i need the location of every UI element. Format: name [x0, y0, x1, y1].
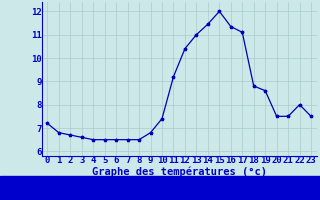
X-axis label: Graphe des températures (°c): Graphe des températures (°c) [92, 166, 267, 177]
